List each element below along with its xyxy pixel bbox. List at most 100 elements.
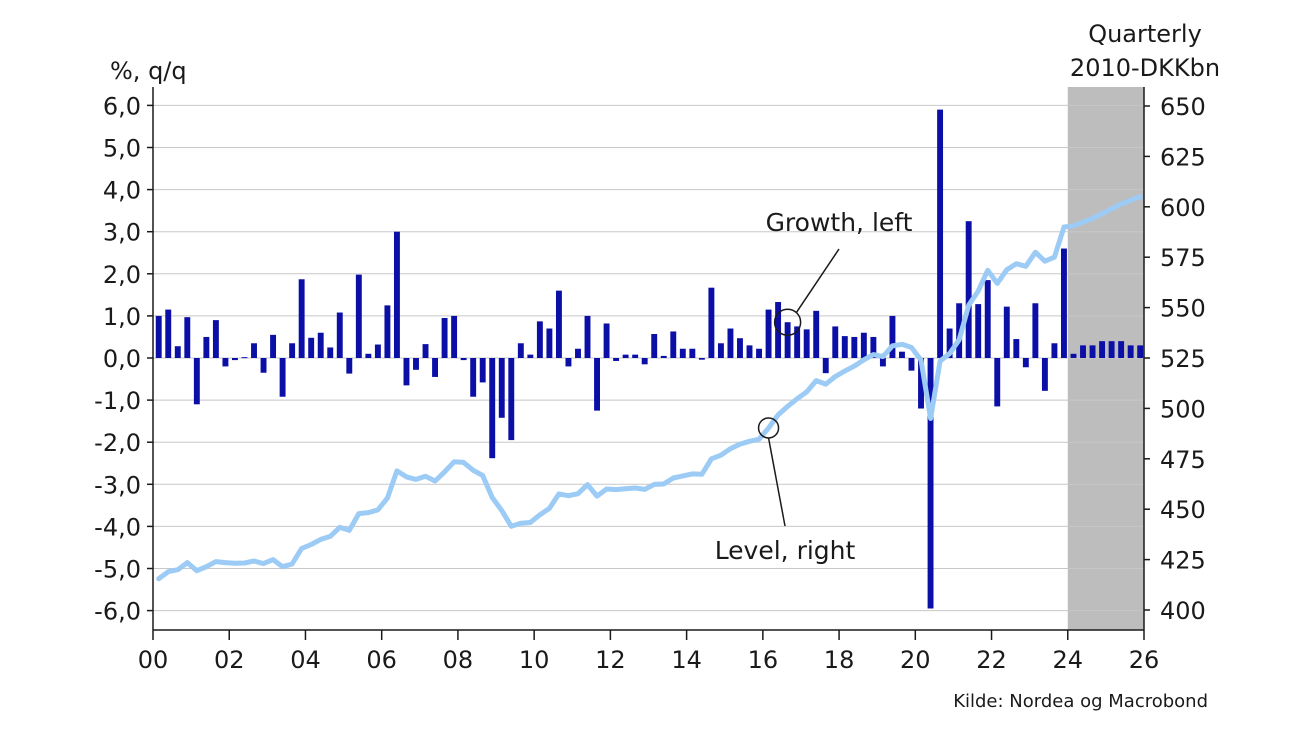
growth-bar (822, 358, 829, 374)
growth-bar (165, 309, 172, 358)
growth-bar (393, 231, 400, 358)
growth-bar (517, 343, 524, 358)
growth-bar (260, 358, 267, 373)
grid-layer (153, 104, 1144, 612)
growth-bar (470, 358, 477, 397)
annotations-layer: Growth, left Level, right (715, 208, 913, 565)
left-tick-label: -6,0 (94, 598, 141, 626)
growth-bar (241, 357, 248, 359)
x-tick-label: 20 (900, 646, 931, 674)
growth-bar (1013, 339, 1020, 358)
growth-bar (365, 353, 372, 358)
growth-bar (441, 318, 448, 358)
growth-bar (613, 358, 620, 361)
growth-bar (422, 344, 429, 358)
left-tick-label: 0,0 (103, 345, 141, 373)
growth-bar (1041, 358, 1048, 391)
x-tick-label: 00 (138, 646, 169, 674)
growth-bar (794, 326, 801, 358)
growth-bar (222, 358, 229, 367)
growth-bar (727, 328, 734, 358)
left-tick-label: -1,0 (94, 387, 141, 415)
x-tick-label: 16 (748, 646, 779, 674)
growth-bar (508, 358, 515, 441)
growth-bar (584, 315, 591, 358)
x-tick-label: 02 (214, 646, 245, 674)
growth-bar (698, 358, 705, 360)
growth-bar (660, 355, 667, 358)
right-tick-label: 425 (1160, 547, 1206, 575)
growth-bar (937, 109, 944, 358)
growth-bar (1070, 353, 1077, 358)
growth-bar (975, 304, 982, 358)
left-tick-label: -4,0 (94, 513, 141, 541)
growth-bar (1099, 341, 1106, 358)
growth-bar (651, 334, 658, 358)
right-axis-unit-line1: Quarterly (1088, 20, 1202, 48)
growth-bar (860, 332, 867, 358)
growth-bar (946, 328, 953, 358)
growth-bar (317, 332, 324, 358)
growth-bar (1003, 306, 1010, 358)
growth-bar (899, 351, 905, 358)
growth-bar (184, 317, 191, 358)
growth-bar (413, 358, 419, 370)
growth-bar (479, 358, 486, 383)
right-tick-label: 650 (1160, 93, 1206, 121)
right-tick-label: 475 (1160, 446, 1206, 474)
growth-bar (746, 345, 753, 358)
growth-bars (155, 109, 1144, 609)
growth-bar (298, 279, 305, 358)
source-note: Kilde: Nordea og Macrobond (953, 691, 1208, 712)
x-tick-label: 12 (595, 646, 626, 674)
growth-bar (717, 343, 724, 358)
right-tick-label: 550 (1160, 295, 1206, 323)
level-annotation-label: Level, right (715, 536, 856, 565)
growth-bar (851, 336, 858, 358)
growth-bar (984, 280, 991, 358)
growth-bar (603, 323, 610, 358)
left-axis-unit: %, q/q (110, 57, 187, 85)
right-tick-label: 450 (1160, 496, 1206, 524)
growth-bar (327, 347, 334, 358)
growth-bar (994, 358, 1001, 407)
growth-bar (1118, 341, 1125, 358)
growth-bar (489, 358, 496, 459)
growth-bar (527, 354, 534, 358)
growth-bar (403, 358, 410, 386)
right-tick-label: 600 (1160, 194, 1206, 222)
right-tick-label: 625 (1160, 143, 1206, 171)
growth-bar (460, 358, 467, 361)
growth-bar (270, 334, 277, 358)
axes-layer: 6,0 5,0 4,0 3,0 2,0 1,0 0,0 -1,0 -2,0 -3,0 -4,0 -5,… (94, 87, 1206, 674)
x-tick-label: 04 (290, 646, 321, 674)
growth-annotation-label: Growth, left (766, 208, 913, 237)
growth-bar (784, 322, 791, 358)
x-tick-label: 08 (443, 646, 474, 674)
growth-bar (203, 336, 210, 358)
growth-bar (346, 358, 353, 374)
growth-bar (1061, 248, 1067, 358)
x-tick-label: 22 (976, 646, 1007, 674)
growth-bar (432, 358, 439, 377)
growth-bar (765, 309, 772, 358)
growth-bar (155, 315, 162, 358)
x-tick-label: 10 (519, 646, 550, 674)
growth-bar (289, 343, 296, 358)
growth-bar (555, 290, 562, 358)
growth-annotation-circle (773, 308, 802, 336)
growth-bar (336, 312, 343, 358)
growth-bar (279, 358, 286, 397)
growth-bar (231, 358, 238, 361)
left-tick-label: 1,0 (103, 303, 141, 331)
growth-bar (546, 328, 553, 358)
growth-bar (1051, 343, 1058, 358)
growth-bar (632, 354, 639, 358)
left-tick-label: 3,0 (103, 219, 141, 247)
left-tick-label: -5,0 (94, 556, 141, 584)
left-tick-label: -2,0 (94, 429, 141, 457)
growth-bar (594, 358, 600, 411)
right-tick-label: 575 (1160, 244, 1206, 272)
growth-bar (374, 344, 381, 358)
